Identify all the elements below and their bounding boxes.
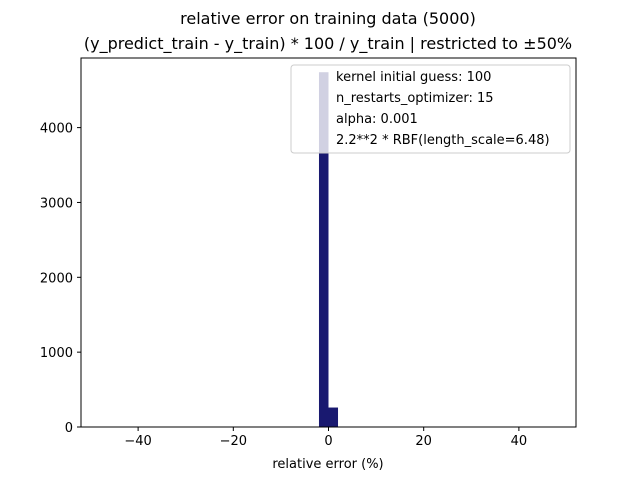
legend-entry-kernel: 2.2**2 * RBF(length_scale=6.48) — [336, 133, 550, 148]
y-tick-label-0: 0 — [65, 421, 73, 436]
x-axis-ticks: −40 −20 0 20 40 — [124, 427, 527, 449]
chart-title-line-1: relative error on training data (5000) — [180, 9, 476, 28]
x-tick-label-0: −40 — [124, 434, 151, 449]
legend-entry-restarts: n_restarts_optimizer: 15 — [336, 91, 494, 106]
legend: kernel initial guess: 100 n_restarts_opt… — [290, 64, 571, 154]
bars-layer — [318, 72, 339, 427]
y-tick-label-2: 2000 — [40, 271, 73, 286]
legend-box — [290, 64, 571, 154]
histogram-bar-1 — [328, 407, 339, 427]
y-tick-label-3: 3000 — [40, 196, 73, 211]
legend-entry-kernel-guess: kernel initial guess: 100 — [336, 70, 491, 85]
x-tick-label-3: 20 — [415, 434, 432, 449]
y-tick-label-4: 4000 — [40, 122, 73, 137]
legend-entry-alpha: alpha: 0.001 — [336, 112, 418, 127]
histogram-bar-0 — [318, 72, 329, 427]
x-axis-label: relative error (%) — [272, 457, 383, 472]
plot-frame — [80, 57, 577, 428]
chart-title-line-2: (y_predict_train - y_train) * 100 / y_tr… — [84, 34, 572, 54]
x-tick-label-1: −20 — [220, 434, 247, 449]
x-tick-label-2: 0 — [324, 434, 332, 449]
x-tick-label-4: 40 — [511, 434, 528, 449]
y-tick-label-1: 1000 — [40, 346, 73, 361]
y-axis-ticks: 0 1000 2000 3000 4000 — [40, 122, 81, 436]
